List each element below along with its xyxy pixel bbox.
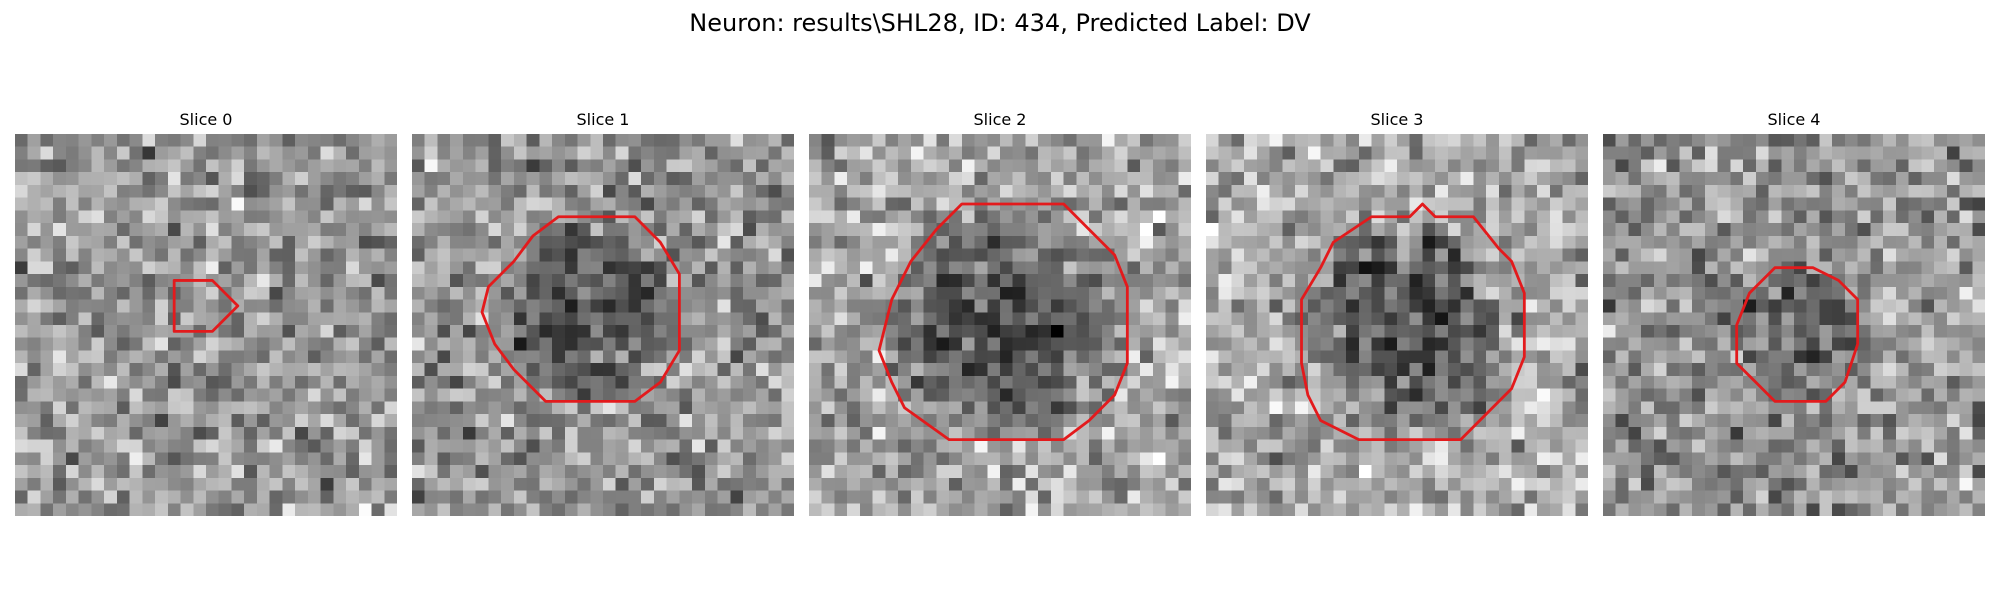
- roi-contour: [1300, 202, 1526, 442]
- slice-panel-1: Slice 1: [412, 108, 794, 516]
- slice-panel-4: Slice 4: [1603, 108, 1985, 516]
- slice-title: Slice 2: [973, 110, 1027, 129]
- roi-contour: [877, 202, 1129, 442]
- roi-contour: [480, 215, 681, 403]
- slice-panel-2: Slice 2: [809, 108, 1191, 516]
- figure-title: Neuron: results\SHL28, ID: 434, Predicte…: [689, 9, 1311, 37]
- slice-image: [15, 134, 397, 516]
- slice-image: [412, 134, 794, 516]
- slice-title: Slice 4: [1767, 110, 1821, 129]
- slice-image: [1206, 134, 1588, 516]
- slice-panel-0: Slice 0: [15, 108, 397, 516]
- slice-panel-3: Slice 3: [1206, 108, 1588, 516]
- roi-contour: [1735, 266, 1860, 403]
- slice-title: Slice 3: [1370, 110, 1424, 129]
- slice-title: Slice 0: [179, 110, 233, 129]
- slice-title: Slice 1: [576, 110, 630, 129]
- slice-image: [809, 134, 1191, 516]
- slice-image: [1603, 134, 1985, 516]
- roi-contour: [172, 279, 240, 333]
